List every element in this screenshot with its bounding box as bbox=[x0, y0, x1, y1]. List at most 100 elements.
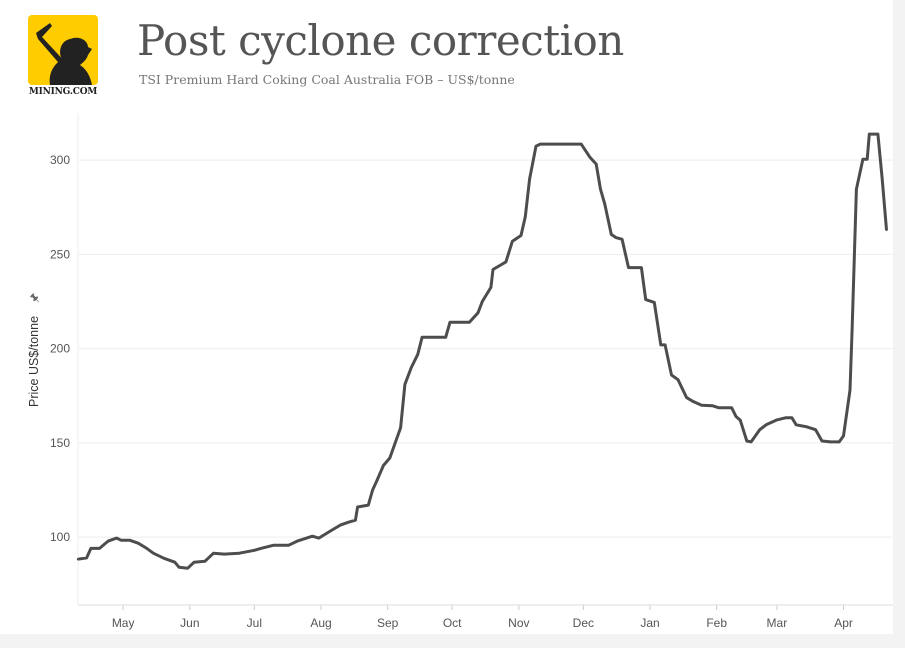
data-point bbox=[106, 539, 110, 543]
x-tick-label: Apr bbox=[834, 616, 853, 630]
data-point bbox=[238, 551, 241, 555]
y-tick-label: 250 bbox=[50, 247, 70, 261]
data-point bbox=[855, 187, 858, 191]
data-point bbox=[145, 547, 149, 550]
data-point bbox=[745, 439, 748, 443]
data-point bbox=[627, 266, 630, 269]
data-point bbox=[603, 203, 607, 206]
data-point bbox=[775, 418, 779, 422]
data-point bbox=[444, 336, 447, 339]
data-point bbox=[653, 301, 656, 304]
data-point bbox=[820, 439, 824, 443]
data-point bbox=[599, 187, 602, 191]
data-point bbox=[850, 328, 854, 331]
data-point bbox=[524, 215, 527, 218]
price-series-line bbox=[77, 132, 888, 570]
chart-title: Post cyclone correction bbox=[137, 16, 624, 65]
miner-silhouette-icon bbox=[49, 37, 92, 85]
data-point bbox=[795, 423, 798, 426]
data-point bbox=[354, 518, 357, 522]
data-point bbox=[489, 286, 493, 289]
data-point bbox=[382, 464, 385, 467]
data-point bbox=[375, 479, 379, 482]
data-point bbox=[842, 434, 845, 438]
data-point bbox=[528, 177, 531, 181]
data-point bbox=[403, 383, 407, 386]
data-point bbox=[676, 378, 680, 381]
data-point bbox=[173, 561, 176, 564]
data-point bbox=[399, 426, 402, 430]
pin-icon[interactable]: 🖈 bbox=[29, 293, 41, 303]
chart-subtitle: TSI Premium Hard Coking Coal Australia F… bbox=[139, 72, 515, 87]
data-point bbox=[429, 336, 432, 339]
data-point bbox=[347, 520, 351, 524]
data-point bbox=[356, 505, 359, 509]
data-point bbox=[644, 298, 647, 301]
data-point bbox=[76, 557, 80, 561]
data-point bbox=[734, 415, 738, 418]
data-point bbox=[749, 440, 753, 444]
data-point bbox=[829, 440, 832, 444]
data-point bbox=[98, 547, 101, 550]
data-point bbox=[511, 239, 514, 243]
data-point bbox=[700, 403, 703, 407]
x-axis-ticks: May Jun Jul Aug Sep Oct Nov Dec Jan Feb Mar Apr bbox=[112, 605, 853, 630]
data-point bbox=[481, 300, 484, 303]
data-point bbox=[595, 162, 598, 166]
data-point bbox=[539, 142, 542, 146]
data-point bbox=[876, 132, 880, 136]
data-point bbox=[152, 551, 155, 555]
data-point bbox=[534, 144, 538, 148]
data-point bbox=[287, 544, 290, 547]
data-point bbox=[758, 428, 761, 431]
data-point bbox=[881, 177, 884, 181]
data-point bbox=[691, 400, 695, 403]
data-point bbox=[223, 552, 226, 556]
x-tick-label: Jul bbox=[247, 616, 262, 630]
data-point bbox=[848, 388, 852, 392]
data-point bbox=[85, 556, 88, 560]
data-point bbox=[730, 406, 733, 410]
data-point bbox=[115, 536, 118, 540]
chart-card bbox=[0, 0, 893, 634]
y-axis-title: Price US$/tonne 🖈 bbox=[27, 293, 41, 407]
data-point bbox=[89, 547, 93, 550]
data-point bbox=[128, 538, 131, 542]
data-point bbox=[790, 416, 794, 420]
data-point bbox=[764, 423, 768, 426]
data-point bbox=[448, 321, 452, 324]
data-point bbox=[476, 311, 480, 315]
data-point bbox=[371, 488, 374, 492]
y-tick-label: 100 bbox=[50, 530, 70, 544]
data-point bbox=[814, 428, 817, 431]
data-point bbox=[663, 343, 667, 347]
data-point bbox=[367, 503, 370, 507]
data-point bbox=[588, 155, 591, 159]
data-point bbox=[162, 557, 166, 560]
series-points bbox=[76, 132, 888, 570]
x-tick-label: Sep bbox=[377, 616, 399, 630]
data-point bbox=[659, 343, 662, 347]
y-tick-label: 200 bbox=[50, 342, 70, 356]
data-point bbox=[614, 236, 617, 239]
data-point bbox=[388, 456, 392, 460]
data-point bbox=[670, 373, 673, 377]
data-point bbox=[861, 157, 865, 161]
logo-text: MINING.COM bbox=[28, 87, 98, 97]
data-point bbox=[192, 561, 196, 564]
x-tick-label: Aug bbox=[310, 616, 331, 630]
data-point bbox=[519, 234, 523, 237]
x-tick-label: Dec bbox=[573, 616, 594, 630]
pickaxe-icon bbox=[36, 23, 68, 69]
data-point bbox=[296, 539, 299, 543]
x-tick-label: Jun bbox=[180, 616, 199, 630]
x-tick-label: May bbox=[112, 616, 135, 630]
data-point bbox=[868, 132, 871, 136]
data-point bbox=[259, 547, 262, 550]
data-point bbox=[717, 406, 721, 410]
data-point bbox=[685, 396, 688, 399]
data-point bbox=[711, 404, 714, 407]
data-point bbox=[186, 567, 189, 570]
data-point bbox=[620, 238, 624, 241]
